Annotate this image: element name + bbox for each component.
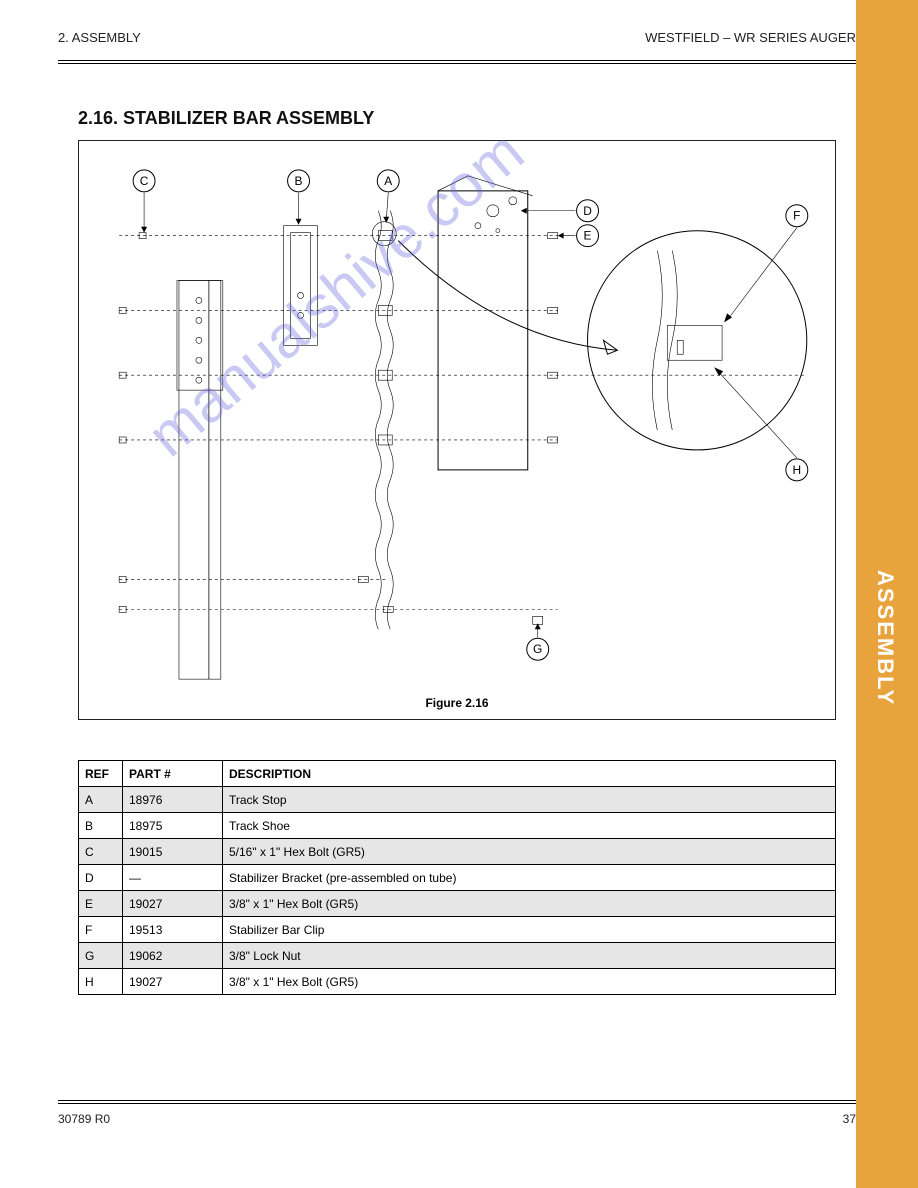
cell-part: 19027 — [123, 891, 223, 917]
table-row: H190273/8" x 1" Hex Bolt (GR5) — [79, 969, 836, 995]
table-row: F19513Stabilizer Bar Clip — [79, 917, 836, 943]
col-part: PART # — [123, 761, 223, 787]
cell-part: 19062 — [123, 943, 223, 969]
svg-text:G: G — [533, 642, 542, 656]
svg-text:B: B — [295, 174, 303, 188]
table-row: C190155/16" x 1" Hex Bolt (GR5) — [79, 839, 836, 865]
table-row: A18976Track Stop — [79, 787, 836, 813]
cell-desc: 5/16" x 1" Hex Bolt (GR5) — [223, 839, 836, 865]
svg-text:D: D — [583, 204, 592, 218]
page-footer: 30789 R0 37 — [58, 1112, 856, 1126]
cell-part: 19027 — [123, 969, 223, 995]
cell-part: 18975 — [123, 813, 223, 839]
page-header: 2. ASSEMBLY WESTFIELD – WR SERIES AUGER — [58, 30, 856, 45]
footer-left: 30789 R0 — [58, 1112, 110, 1126]
table-row: E190273/8" x 1" Hex Bolt (GR5) — [79, 891, 836, 917]
figure-caption: Figure 2.16 — [425, 696, 488, 710]
cell-part: 18976 — [123, 787, 223, 813]
cell-desc: Track Shoe — [223, 813, 836, 839]
cell-ref: A — [79, 787, 123, 813]
cell-part: 19015 — [123, 839, 223, 865]
svg-text:A: A — [384, 174, 392, 188]
callout-E: E — [577, 225, 599, 247]
header-left: 2. ASSEMBLY — [58, 30, 141, 45]
cell-ref: C — [79, 839, 123, 865]
header-right: WESTFIELD – WR SERIES AUGER — [645, 30, 856, 45]
cell-ref: E — [79, 891, 123, 917]
cell-part: 19513 — [123, 917, 223, 943]
footer-right: 37 — [843, 1112, 856, 1126]
callout-G: G — [527, 638, 549, 660]
top-rule — [58, 60, 856, 64]
svg-text:F: F — [793, 209, 800, 223]
cell-desc: Stabilizer Bracket (pre-assembled on tub… — [223, 865, 836, 891]
diagram-box: C B A D E F H — [78, 140, 836, 720]
cell-desc: Track Stop — [223, 787, 836, 813]
cell-desc: 3/8" x 1" Hex Bolt (GR5) — [223, 969, 836, 995]
parts-table: REF PART # DESCRIPTION A18976Track StopB… — [78, 760, 836, 995]
cell-ref: B — [79, 813, 123, 839]
callout-D: D — [577, 200, 599, 222]
col-ref: REF — [79, 761, 123, 787]
col-desc: DESCRIPTION — [223, 761, 836, 787]
cell-ref: D — [79, 865, 123, 891]
bottom-rule — [58, 1100, 856, 1104]
svg-text:H: H — [793, 463, 802, 477]
cell-part: — — [123, 865, 223, 891]
cell-desc: Stabilizer Bar Clip — [223, 917, 836, 943]
callout-H: H — [786, 459, 808, 481]
cell-ref: H — [79, 969, 123, 995]
callout-C: C — [133, 170, 155, 192]
cell-ref: F — [79, 917, 123, 943]
table-row: G190623/8" Lock Nut — [79, 943, 836, 969]
assembly-diagram: C B A D E F H — [79, 141, 835, 719]
callout-A: A — [377, 170, 399, 192]
cell-ref: G — [79, 943, 123, 969]
cell-desc: 3/8" x 1" Hex Bolt (GR5) — [223, 891, 836, 917]
table-header-row: REF PART # DESCRIPTION — [79, 761, 836, 787]
table-row: B18975Track Shoe — [79, 813, 836, 839]
cell-desc: 3/8" Lock Nut — [223, 943, 836, 969]
svg-text:C: C — [140, 174, 149, 188]
callout-B: B — [288, 170, 310, 192]
table-row: D—Stabilizer Bracket (pre-assembled on t… — [79, 865, 836, 891]
svg-text:E: E — [584, 229, 592, 243]
callout-F: F — [786, 205, 808, 227]
sidebar-label: ASSEMBLY — [872, 570, 898, 706]
section-title: 2.16. STABILIZER BAR ASSEMBLY — [78, 108, 374, 129]
